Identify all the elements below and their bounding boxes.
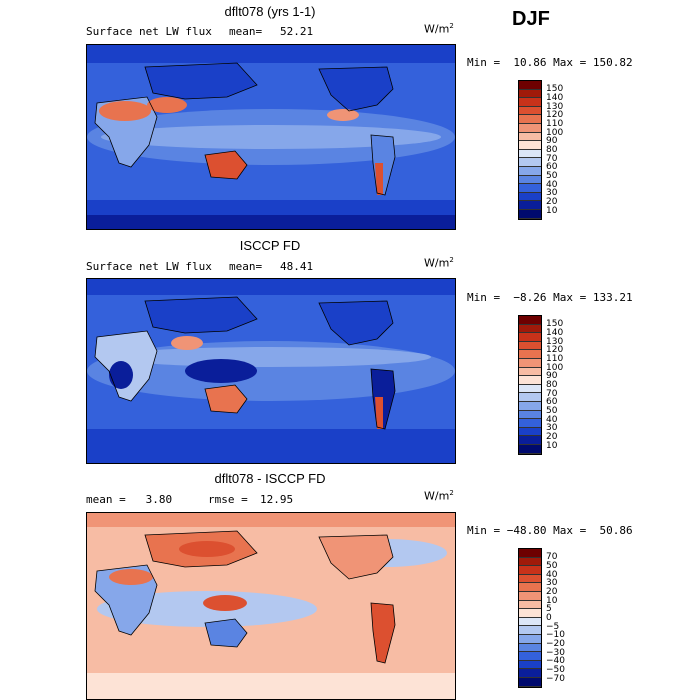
tick: 110 — [546, 119, 564, 129]
panel-2-colorbar-ticks: 150 140 130 120 110 100 90 80 70 60 50 4… — [546, 315, 576, 455]
panel-2-mean-value: 48.41 — [280, 260, 314, 273]
tick: −50 — [546, 665, 565, 675]
tick: 140 — [546, 93, 564, 103]
tick: −30 — [546, 648, 565, 658]
panel-1-mean-value: 52.21 — [280, 25, 314, 38]
tick: 80 — [546, 380, 558, 390]
tick: 80 — [546, 145, 558, 155]
tick: 130 — [546, 102, 564, 112]
panel-2-minmax: Min = −8.26 Max = 133.21 — [467, 291, 633, 304]
panel-3-title: dflt078 - ISCCP FD — [214, 471, 326, 486]
tick: 70 — [546, 154, 558, 164]
tick: 50 — [546, 406, 558, 416]
tick: 150 — [546, 319, 564, 329]
panel-2-map — [86, 278, 456, 464]
tick: 10 — [546, 206, 558, 216]
tick: 20 — [546, 587, 558, 597]
tick: 60 — [546, 162, 558, 172]
tick: 5 — [546, 604, 552, 614]
tick: 120 — [546, 110, 564, 120]
panel-1-units: W/m2 — [424, 22, 454, 36]
tick: 70 — [546, 389, 558, 399]
tick: 130 — [546, 337, 564, 347]
panel-1-minmax: Min = 10.86 Max = 150.82 — [467, 56, 633, 69]
panel-3-colorbar-ticks: 70 50 40 30 20 10 5 0 −5 −10 −20 −30 −40… — [546, 548, 576, 688]
tick: −20 — [546, 639, 565, 649]
tick: 140 — [546, 328, 564, 338]
panel-3-rmse-label: rmse = — [208, 493, 248, 506]
tick: 70 — [546, 552, 558, 562]
tick: 40 — [546, 180, 558, 190]
tick: 100 — [546, 128, 564, 138]
tick: −10 — [546, 630, 565, 640]
tick: −70 — [546, 674, 565, 684]
tick: 110 — [546, 354, 564, 364]
tick: 0 — [546, 613, 552, 623]
panel-1-field-label: Surface net LW flux — [86, 25, 212, 38]
panel-3-map — [86, 512, 456, 700]
tick: 10 — [546, 596, 558, 606]
tick: 20 — [546, 432, 558, 442]
panel-2-field-label: Surface net LW flux — [86, 260, 212, 273]
panel-3-units: W/m2 — [424, 489, 454, 503]
panel-3-mean: mean = 3.80 — [86, 493, 173, 506]
tick: 30 — [546, 188, 558, 198]
panel-3-colorbar — [518, 548, 542, 688]
panel-1-map — [86, 44, 456, 230]
tick: 30 — [546, 578, 558, 588]
panel-2-units: W/m2 — [424, 256, 454, 270]
tick: 60 — [546, 397, 558, 407]
tick: 50 — [546, 171, 558, 181]
panel-1-colorbar — [518, 80, 542, 220]
tick: 10 — [546, 441, 558, 451]
season-label: DJF — [512, 8, 550, 30]
tick: 150 — [546, 84, 564, 94]
panel-3-minmax: Min = −48.80 Max = 50.86 — [467, 524, 633, 537]
tick: 20 — [546, 197, 558, 207]
panel-2-title: ISCCP FD — [239, 238, 301, 253]
panel-2-colorbar — [518, 315, 542, 455]
tick: 100 — [546, 363, 564, 373]
panel-2-mean-label: mean= — [229, 260, 263, 273]
tick: 90 — [546, 371, 558, 381]
panel-1-mean-label: mean= — [229, 25, 263, 38]
tick: 40 — [546, 570, 558, 580]
panel-3-rmse-value: 12.95 — [260, 493, 294, 506]
panel-1-title: dflt078 (yrs 1-1) — [224, 4, 316, 19]
panel-1-colorbar-ticks: 150 140 130 120 110 100 90 80 70 60 50 4… — [546, 80, 576, 220]
tick: −40 — [546, 656, 565, 666]
tick: 120 — [546, 345, 564, 355]
tick: 30 — [546, 423, 558, 433]
tick: 50 — [546, 561, 558, 571]
tick: 90 — [546, 136, 558, 146]
tick: −5 — [546, 622, 560, 632]
tick: 40 — [546, 415, 558, 425]
